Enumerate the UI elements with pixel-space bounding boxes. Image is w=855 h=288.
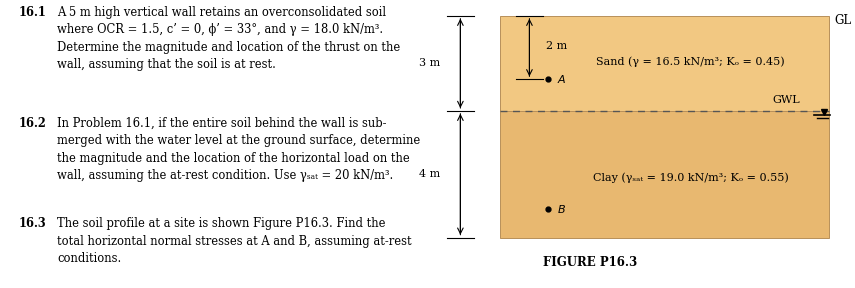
Text: Sand (γ = 16.5 kN/m³; Kₒ = 0.45): Sand (γ = 16.5 kN/m³; Kₒ = 0.45)	[596, 56, 785, 67]
Text: FIGURE P16.3: FIGURE P16.3	[543, 256, 637, 269]
Text: $B$: $B$	[557, 203, 566, 215]
Text: 16.1: 16.1	[19, 6, 47, 19]
Text: 4 m: 4 m	[420, 169, 440, 179]
Bar	[500, 111, 828, 238]
Text: In Problem 16.1, if the entire soil behind the wall is sub-
merged with the wate: In Problem 16.1, if the entire soil behi…	[57, 117, 421, 182]
Text: Clay (γₛₐₜ = 19.0 kN/m³; Kₒ = 0.55): Clay (γₛₐₜ = 19.0 kN/m³; Kₒ = 0.55)	[593, 172, 788, 183]
Text: 2 m: 2 m	[545, 41, 567, 51]
Text: 16.3: 16.3	[19, 217, 47, 230]
Text: $A$: $A$	[557, 73, 567, 85]
Text: GL: GL	[834, 14, 852, 27]
Text: A 5 m high vertical wall retains an overconsolidated soil
where OCR = 1.5, c’ = : A 5 m high vertical wall retains an over…	[57, 6, 400, 71]
Text: GWL: GWL	[773, 94, 800, 105]
Bar	[500, 16, 828, 111]
Text: 3 m: 3 m	[420, 58, 440, 68]
Text: 16.2: 16.2	[19, 117, 47, 130]
Text: The soil profile at a site is shown Figure P16.3. Find the
total horizontal norm: The soil profile at a site is shown Figu…	[57, 217, 412, 266]
